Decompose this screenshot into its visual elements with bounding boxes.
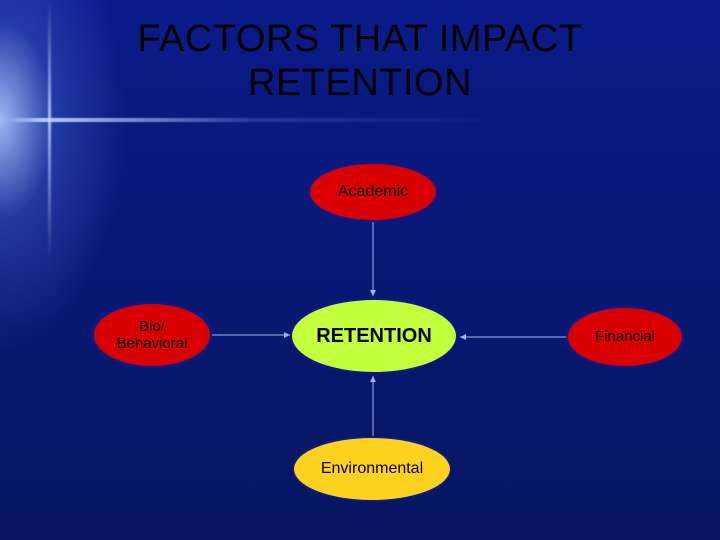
node-label: Academic — [338, 183, 408, 201]
node-academic: Academic — [308, 162, 438, 222]
lens-flare-horizontal — [0, 118, 720, 122]
node-label-line1: Bio/ — [139, 318, 165, 335]
node-label: Financial — [595, 328, 655, 345]
node-label: Environmental — [321, 460, 423, 478]
node-label: RETENTION — [316, 325, 432, 348]
title-line-1: FACTORS THAT IMPACT — [137, 18, 582, 60]
node-environmental: Environmental — [292, 436, 452, 502]
node-financial: Financial — [566, 306, 684, 368]
title-line-2: RETENTION — [248, 62, 472, 104]
node-bio-behavioral: Bio/ Behavioral — [92, 302, 212, 368]
node-retention-center: RETENTION — [290, 298, 458, 374]
slide-title: FACTORS THAT IMPACT RETENTION — [0, 18, 720, 105]
node-label-line2: Behavioral — [117, 335, 188, 352]
slide-stage: FACTORS THAT IMPACT RETENTION RETENTION … — [0, 0, 720, 540]
